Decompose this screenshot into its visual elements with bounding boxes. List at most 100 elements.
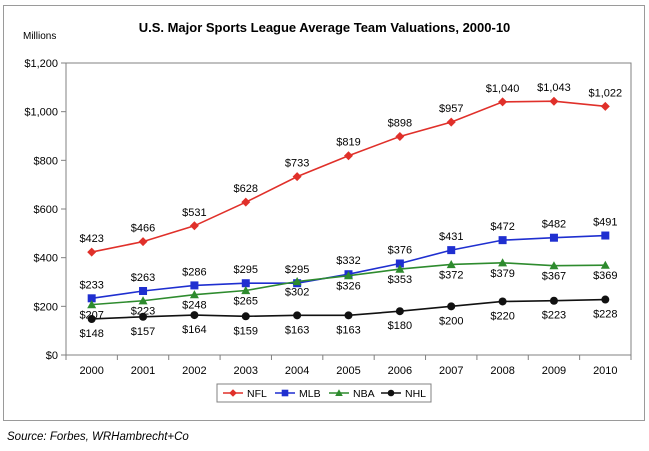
y-tick-label: $1,200: [24, 58, 58, 70]
nba-point: [549, 261, 559, 270]
y-tick-label: $400: [34, 253, 58, 265]
nfl-point: [600, 101, 610, 111]
nfl-legend-label: NFL: [247, 388, 267, 400]
x-tick-label: 2003: [234, 365, 258, 377]
nba-data-label: $265: [234, 296, 258, 308]
nfl-point: [446, 117, 456, 127]
nba-data-label: $302: [285, 287, 309, 299]
nhl-point: [87, 314, 96, 323]
mlb-data-label: $332: [336, 255, 360, 267]
nba-point: [446, 259, 456, 269]
mlb-point: [498, 236, 507, 245]
nfl-point: [292, 172, 302, 182]
nfl-point: [189, 221, 199, 231]
nba-point: [241, 286, 251, 295]
mlb-point: [549, 233, 558, 242]
nhl-point: [190, 311, 199, 320]
mlb-point: [241, 279, 250, 288]
mlb-data-label: $431: [439, 231, 463, 243]
mlb-point: [601, 231, 610, 240]
legend-box: [216, 383, 432, 403]
x-tick-label: 2006: [388, 365, 412, 377]
nba-point: [189, 290, 199, 299]
mlb-point: [447, 246, 456, 255]
mlb-data-label: $295: [234, 264, 258, 276]
mlb-data-label: $263: [131, 272, 155, 284]
x-tick-label: 2000: [79, 365, 103, 377]
mlb-legend-label: MLB: [299, 388, 321, 400]
nba-legend-marker: [335, 389, 343, 397]
mlb-data-label: $286: [182, 266, 206, 278]
nfl-data-label: $819: [336, 137, 360, 149]
mlb-data-label: $233: [79, 279, 103, 291]
nhl-point: [344, 311, 353, 320]
nba-point: [138, 296, 148, 305]
mlb-point: [190, 281, 199, 290]
nba-data-label: $353: [388, 274, 412, 286]
nhl-data-label: $148: [79, 328, 103, 340]
y-tick-label: $600: [34, 204, 58, 216]
nfl-legend-marker: [229, 389, 237, 397]
nhl-data-label: $163: [285, 324, 309, 336]
x-tick-label: 2004: [285, 365, 309, 377]
nfl-data-label: $957: [439, 103, 463, 115]
nhl-data-label: $164: [182, 324, 206, 336]
nfl-series-line: [91, 100, 606, 253]
mlb-data-label: $491: [593, 217, 617, 229]
y-tick-label: $1,000: [24, 107, 58, 119]
nfl-point: [549, 96, 559, 106]
y-tick-label: $200: [34, 301, 58, 313]
nhl-legend-label: NHL: [405, 388, 426, 400]
nfl-data-label: $1,022: [588, 87, 622, 99]
x-tick-label: 2009: [542, 365, 566, 377]
mlb-data-label: $376: [388, 245, 412, 257]
nba-point: [600, 260, 610, 269]
nba-point: [87, 300, 97, 309]
mlb-data-label: $472: [490, 221, 514, 233]
y-tick-label: $0: [46, 350, 58, 362]
nhl-point: [601, 295, 610, 304]
nba-data-label: $379: [490, 268, 514, 280]
nhl-data-label: $220: [490, 310, 514, 322]
source-note: Source: Forbes, WRHambrecht+Co: [7, 431, 189, 443]
nhl-point: [293, 311, 302, 320]
nhl-data-label: $180: [388, 320, 412, 332]
nba-legend-label: NBA: [353, 388, 375, 400]
nfl-data-label: $466: [131, 223, 155, 235]
nba-point: [344, 271, 353, 280]
nfl-point: [498, 97, 508, 107]
nfl-point: [344, 151, 353, 161]
nhl-point: [241, 312, 250, 321]
x-tick-label: 2010: [593, 365, 617, 377]
nhl-data-label: $200: [439, 315, 463, 327]
x-tick-label: 2002: [182, 365, 206, 377]
nfl-point: [87, 247, 97, 257]
nfl-data-label: $1,043: [537, 82, 571, 94]
nba-data-label: $248: [182, 300, 206, 312]
mlb-point: [395, 259, 404, 268]
nfl-data-label: $531: [182, 207, 206, 219]
nhl-point: [395, 307, 404, 316]
nhl-data-label: $159: [234, 325, 258, 337]
nfl-point: [241, 197, 251, 207]
nba-point: [395, 264, 405, 273]
x-tick-label: 2008: [490, 365, 514, 377]
nhl-point: [549, 296, 558, 305]
nhl-data-label: $163: [336, 324, 360, 336]
nba-data-label: $326: [336, 281, 360, 293]
nhl-data-label: $223: [542, 310, 566, 322]
nba-data-label: $223: [131, 306, 155, 318]
nfl-point: [395, 131, 405, 141]
x-tick-label: 2005: [336, 365, 360, 377]
x-tick-label: 2001: [131, 365, 155, 377]
y-units-label: Millions: [23, 31, 57, 42]
nba-data-label: $367: [542, 271, 566, 283]
chart-title: U.S. Major Sports League Average Team Va…: [138, 20, 511, 35]
nhl-point: [447, 302, 456, 311]
mlb-point: [139, 287, 148, 296]
mlb-point: [87, 294, 96, 303]
nfl-data-label: $898: [388, 117, 412, 129]
x-tick-label: 2007: [439, 365, 463, 377]
mlb-data-label: $295: [285, 264, 309, 276]
